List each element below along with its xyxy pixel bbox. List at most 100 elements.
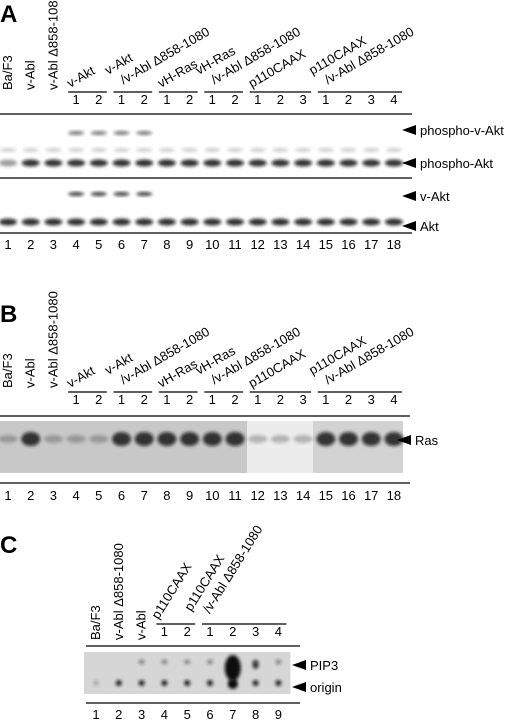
band — [226, 159, 244, 167]
band — [93, 680, 99, 686]
lane-number: 16 — [341, 237, 355, 252]
panel-letter: B — [0, 301, 17, 328]
lane-label: Ba/F3 — [0, 353, 15, 388]
band — [361, 432, 381, 446]
sublane-number: 2 — [141, 392, 148, 407]
band — [224, 655, 241, 681]
lane-number: 7 — [141, 237, 148, 252]
lane-number: 4 — [72, 237, 79, 252]
band — [157, 218, 176, 226]
lane-label: Ba/F3 — [88, 605, 103, 640]
lane-number: 11 — [228, 237, 242, 252]
lane-number: 6 — [206, 707, 213, 722]
blot — [313, 421, 403, 473]
band — [362, 159, 381, 167]
band — [67, 218, 86, 226]
band — [157, 159, 176, 167]
sublane-number: 1 — [161, 624, 168, 639]
lane-number: 7 — [229, 707, 236, 722]
band — [90, 192, 107, 196]
band — [112, 432, 131, 446]
band — [203, 218, 222, 226]
sublane-number: 2 — [141, 92, 148, 107]
band — [135, 218, 154, 226]
band — [339, 159, 358, 167]
band — [384, 432, 404, 446]
band — [340, 148, 357, 152]
sublane-number: 3 — [368, 392, 375, 407]
band — [112, 218, 131, 226]
sublane-number: 1 — [118, 392, 125, 407]
band — [157, 432, 177, 446]
sublane-number: 1 — [163, 92, 170, 107]
band — [180, 159, 199, 167]
band — [248, 159, 267, 167]
band — [275, 659, 282, 665]
blot — [84, 652, 291, 694]
sublane-number: 1 — [206, 624, 213, 639]
lane-number: 1 — [4, 237, 11, 252]
panel-letter: C — [0, 532, 17, 559]
band — [252, 680, 259, 686]
band — [384, 218, 403, 226]
band — [249, 148, 266, 152]
band — [363, 148, 380, 152]
sublane-number: 2 — [345, 392, 352, 407]
group-label: v-Akt — [64, 363, 97, 391]
sublane-number: 2 — [231, 92, 238, 107]
band — [225, 432, 245, 446]
lane-number: 5 — [95, 488, 102, 503]
lane-number: 11 — [228, 488, 242, 503]
band — [134, 432, 154, 446]
lane-number: 17 — [364, 488, 378, 503]
band — [272, 148, 289, 152]
band-label: v-Akt — [420, 189, 450, 204]
lane-number: 2 — [27, 237, 34, 252]
band — [136, 131, 153, 135]
sublane-number: 1 — [209, 92, 216, 107]
sublane-number: 2 — [186, 92, 193, 107]
arrow — [402, 125, 416, 135]
band — [294, 159, 313, 167]
band-label: phospho-Akt — [420, 156, 493, 171]
sublane-number: 1 — [72, 392, 79, 407]
lane-number: 4 — [72, 488, 79, 503]
band — [21, 218, 40, 226]
lane-number: 1 — [4, 488, 11, 503]
band — [21, 159, 40, 167]
lane-number: 6 — [118, 488, 125, 503]
lane-number: 3 — [50, 237, 57, 252]
band-label: phospho-v-Akt — [420, 123, 504, 138]
lane-number: 14 — [296, 488, 310, 503]
sublane-number: 1 — [322, 92, 329, 107]
lane-number: 15 — [319, 237, 333, 252]
lane-number: 18 — [387, 237, 401, 252]
band — [270, 435, 290, 443]
sublane-number: 1 — [322, 392, 329, 407]
lane-number: 1 — [92, 707, 99, 722]
lane-number: 10 — [205, 237, 219, 252]
band — [0, 159, 17, 167]
lane-number: 5 — [184, 707, 191, 722]
lane-number: 13 — [273, 237, 287, 252]
band — [44, 159, 63, 167]
band — [317, 148, 334, 152]
sublane-number: 1 — [254, 392, 261, 407]
sublane-number: 2 — [184, 624, 191, 639]
band — [68, 148, 85, 152]
lane-number: 9 — [186, 488, 193, 503]
lane-number: 7 — [141, 488, 148, 503]
band — [113, 148, 130, 152]
band — [0, 218, 17, 226]
lane-number: 4 — [161, 707, 168, 722]
band — [68, 131, 85, 135]
band — [271, 159, 290, 167]
band — [295, 148, 312, 152]
lane-number: 13 — [273, 488, 287, 503]
sublane-number: 2 — [95, 392, 102, 407]
band — [135, 159, 154, 167]
band — [316, 159, 335, 167]
band — [316, 432, 336, 446]
band — [0, 148, 16, 152]
band-label: Akt — [420, 219, 439, 234]
